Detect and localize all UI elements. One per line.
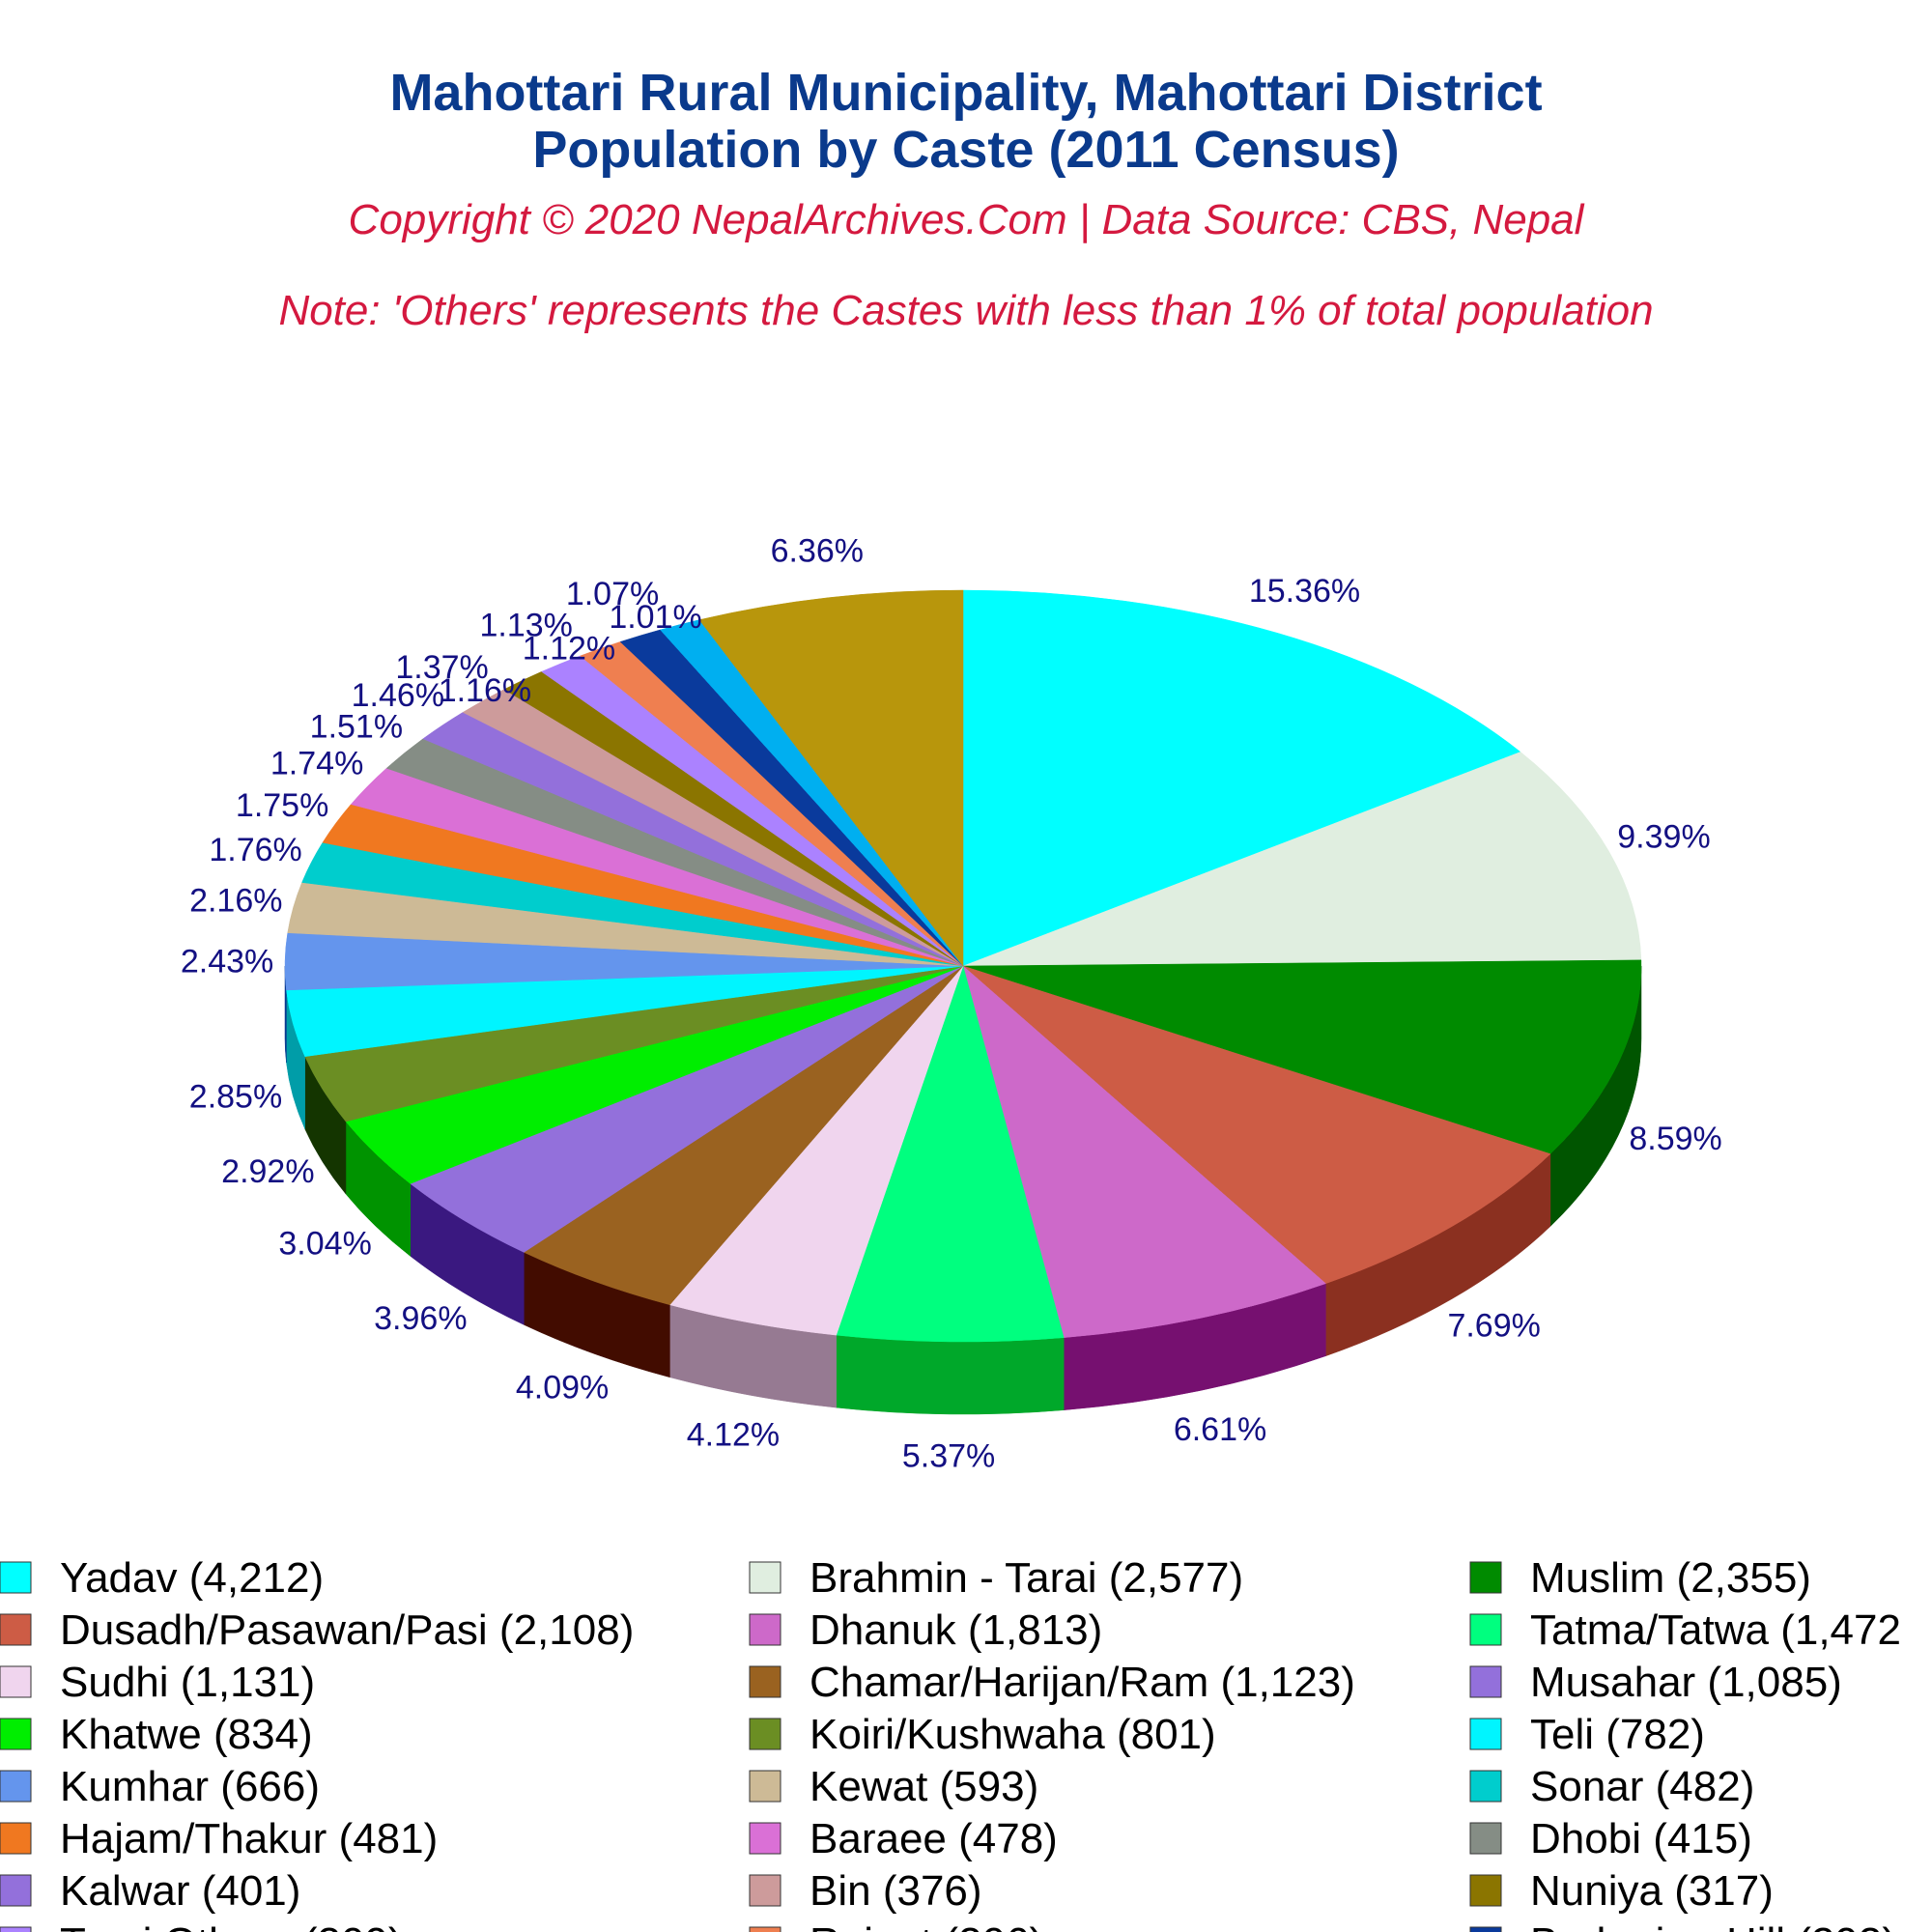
- legend-label-6: Sudhi (1,131): [60, 1659, 315, 1706]
- legend-label-18: Kalwar (401): [60, 1867, 300, 1915]
- chart-subtitle: Population by Caste (2011 Census): [532, 121, 1399, 179]
- legend-label-8: Musahar (1,085): [1530, 1659, 1842, 1706]
- legend-swatch-18: [0, 1874, 32, 1907]
- pie-pct-label-1: 9.39%: [1617, 819, 1710, 856]
- legend-label-22: Rajput (306): [810, 1919, 1043, 1932]
- pie-pct-label-22: 1.12%: [523, 631, 615, 668]
- pie-pct-label-13: 2.16%: [189, 883, 282, 920]
- legend-swatch-15: [0, 1822, 32, 1855]
- pie-slice-3: [962, 965, 1551, 1284]
- legend-label-3: Dusadh/Pasawan/Pasi (2,108): [60, 1606, 634, 1654]
- pie-pct-label-5: 5.37%: [902, 1437, 995, 1474]
- legend-swatch-7: [749, 1665, 781, 1698]
- legend-label-10: Koiri/Kushwaha (801): [810, 1711, 1216, 1758]
- pie-pct-label-16: 1.74%: [270, 746, 363, 782]
- legend-swatch-9: [0, 1718, 32, 1750]
- legend-label-13: Kewat (593): [810, 1763, 1038, 1810]
- pie-pct-label-2: 8.59%: [1629, 1121, 1721, 1157]
- pie-pct-label-12: 2.43%: [181, 944, 273, 980]
- pie-slice-4: [962, 965, 1326, 1338]
- legend-swatch-6: [0, 1665, 32, 1698]
- pie-pct-label-23: 1.07%: [566, 576, 659, 612]
- pie-pct-label-15: 1.75%: [236, 787, 328, 824]
- legend-swatch-19: [749, 1874, 781, 1907]
- pie-pct-label-25: 6.36%: [771, 533, 864, 570]
- pie-pct-label-10: 2.92%: [221, 1153, 314, 1190]
- legend-swatch-20: [1469, 1874, 1502, 1907]
- legend-label-1: Brahmin - Tarai (2,577): [810, 1554, 1243, 1602]
- pie-slices: [284, 589, 1642, 1343]
- legend-swatch-21: [0, 1926, 32, 1932]
- legend-label-2: Muslim (2,355): [1530, 1554, 1811, 1602]
- pie-pct-label-11: 2.85%: [189, 1079, 282, 1116]
- legend-label-4: Dhanuk (1,813): [810, 1606, 1102, 1654]
- pie-pct-label-14: 1.76%: [209, 832, 301, 868]
- pie-slice-0: [962, 589, 1521, 967]
- legend-swatch-23: [1469, 1926, 1502, 1932]
- pie-slice-5: [836, 965, 1065, 1343]
- legend-label-0: Yadav (4,212): [60, 1554, 324, 1602]
- legend-label-14: Sonar (482): [1530, 1763, 1754, 1810]
- legend-label-23: Brahmin - Hill (293): [1530, 1919, 1896, 1932]
- legend-swatch-11: [1469, 1718, 1502, 1750]
- pie-sides: [284, 965, 1642, 1415]
- legend-label-16: Baraee (478): [810, 1815, 1058, 1862]
- legend-label-17: Dhobi (415): [1530, 1815, 1752, 1862]
- legend-label-21: Tarai Others (309): [60, 1919, 403, 1932]
- legend-label-5: Tatma/Tatwa (1,472: [1530, 1606, 1901, 1654]
- legend-swatch-16: [749, 1822, 781, 1855]
- pie-pct-label-18: 1.46%: [352, 677, 444, 714]
- note-text: Note: 'Others' represents the Castes wit…: [278, 287, 1653, 334]
- pie-slice-1: [962, 752, 1642, 967]
- pie-pct-label-20: 1.16%: [439, 672, 531, 709]
- legend-swatch-12: [0, 1770, 32, 1803]
- legend-swatch-8: [1469, 1665, 1502, 1698]
- pie-pct-label-4: 6.61%: [1174, 1411, 1266, 1448]
- legend-swatch-2: [1469, 1561, 1502, 1594]
- pie-pct-label-19: 1.37%: [395, 649, 488, 686]
- legend-swatch-0: [0, 1561, 32, 1594]
- pie-labels: 15.36% 9.39% 8.59% 7.69% 6.61% 5.37% 4.12% 4.09…: [181, 533, 1722, 1475]
- legend-swatch-13: [749, 1770, 781, 1803]
- legend-label-11: Teli (782): [1530, 1711, 1705, 1758]
- legend-label-15: Hajam/Thakur (481): [60, 1815, 438, 1862]
- pie-slice-7: [523, 965, 964, 1306]
- pie-side-5: [836, 1334, 1065, 1415]
- legend-label-12: Kumhar (666): [60, 1763, 320, 1810]
- legend-swatch-1: [749, 1561, 781, 1594]
- pie-pct-label-24: 1.01%: [609, 599, 701, 636]
- pie-slice-2: [962, 959, 1642, 1154]
- legend-swatch-5: [1469, 1613, 1502, 1646]
- pie-pct-label-7: 4.09%: [516, 1370, 609, 1406]
- pie-slice-6: [668, 965, 964, 1336]
- legend-label-7: Chamar/Harijan/Ram (1,123): [810, 1659, 1355, 1706]
- legend-swatch-22: [749, 1926, 781, 1932]
- pie-pct-label-17: 1.51%: [310, 708, 403, 745]
- legend-swatch-3: [0, 1613, 32, 1646]
- legend-swatch-14: [1469, 1770, 1502, 1803]
- pie-pct-label-8: 3.96%: [374, 1300, 467, 1337]
- legend-swatch-4: [749, 1613, 781, 1646]
- legend-swatch-17: [1469, 1822, 1502, 1855]
- pie-slice-25: [698, 589, 964, 967]
- pie-pct-label-6: 4.12%: [687, 1417, 780, 1454]
- pie-pct-label-3: 7.69%: [1447, 1308, 1540, 1345]
- pie-pct-label-0: 15.36%: [1249, 573, 1360, 610]
- pie-pct-label-9: 3.04%: [278, 1226, 371, 1263]
- pie-pct-label-21: 1.13%: [479, 608, 572, 644]
- legend-swatch-10: [749, 1718, 781, 1750]
- chart-title: Mahottari Rural Municipality, Mahottari …: [389, 64, 1542, 122]
- copyright-text: Copyright © 2020 NepalArchives.Com | Dat…: [349, 196, 1585, 243]
- legend-label-9: Khatwe (834): [60, 1711, 313, 1758]
- legend-label-20: Nuniya (317): [1530, 1867, 1774, 1915]
- legend: Yadav (4,212) Brahmin - Tarai (2,577) Musl…: [0, 1554, 1901, 1932]
- legend-label-19: Bin (376): [810, 1867, 982, 1915]
